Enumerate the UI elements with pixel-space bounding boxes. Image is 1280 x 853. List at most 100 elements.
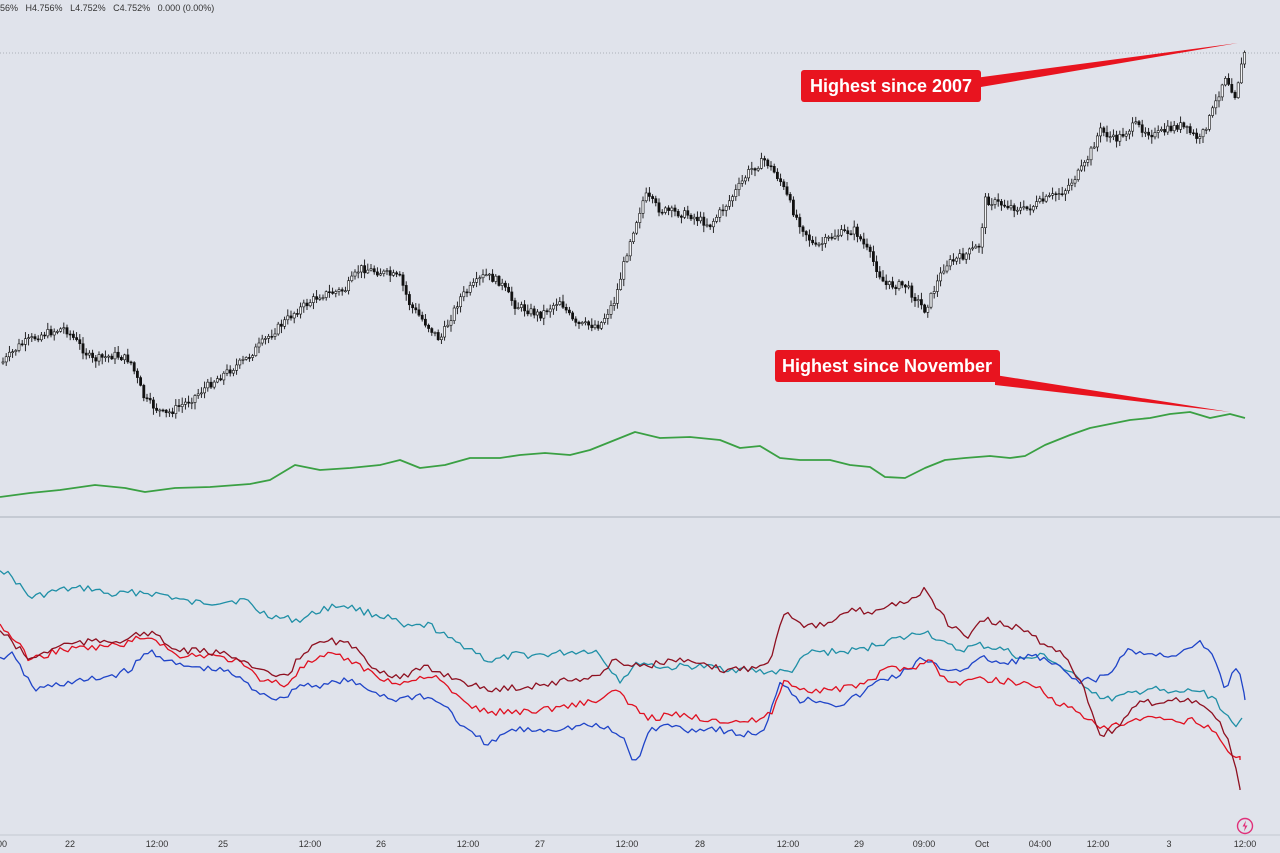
candle: [414, 303, 418, 314]
candle: [641, 196, 645, 219]
lower-pane-series-layer: [0, 570, 1246, 790]
candle: [1051, 187, 1055, 200]
candle: [1230, 78, 1234, 94]
candle: [120, 355, 123, 362]
candle-body-down: [398, 273, 402, 276]
candle-body-up: [1214, 100, 1218, 109]
candle-body-up: [97, 354, 101, 362]
candle: [196, 388, 200, 399]
x-tick-label: 04:00: [1029, 839, 1052, 849]
candle: [305, 298, 309, 310]
candle-body-down: [708, 224, 712, 228]
candle-body-up: [1160, 129, 1163, 131]
candle-body-up: [942, 270, 946, 274]
candle: [574, 316, 578, 327]
candle: [564, 303, 568, 314]
candle-body-up: [350, 275, 354, 282]
candle-body-up: [27, 337, 31, 340]
candle: [750, 161, 754, 175]
candle: [881, 270, 885, 283]
candle: [1073, 175, 1077, 188]
candle: [945, 260, 949, 274]
candle: [1012, 203, 1016, 218]
candle-body-up: [638, 213, 642, 223]
candle-body-up: [222, 372, 226, 381]
candle-body-up: [971, 247, 975, 250]
candle: [356, 265, 360, 279]
candle: [1182, 121, 1186, 130]
candle: [363, 259, 367, 279]
candle-body-down: [1227, 78, 1231, 85]
candle-body-up: [1108, 136, 1112, 138]
candle-body-up: [1044, 195, 1048, 202]
candle-body-up: [635, 222, 639, 234]
candle-body-down: [1025, 206, 1029, 210]
candle: [142, 383, 146, 402]
candle-body-down: [36, 338, 40, 341]
candle-body-down: [1105, 132, 1109, 138]
candle-body-up: [558, 301, 562, 305]
candle: [321, 294, 325, 301]
callout-label-2007: Highest since 2007: [810, 76, 972, 96]
time-axis[interactable]: 00 22 12:00 25 12:00 26 12:00 27 12:00 28 12:00 29 0…: [0, 839, 1256, 849]
candle-body-up: [88, 352, 91, 356]
candle: [676, 209, 680, 218]
candle: [1009, 199, 1013, 211]
x-tick-label: 12:00: [777, 839, 800, 849]
candle: [401, 271, 405, 292]
candle: [1134, 116, 1138, 125]
candle-body-up: [1144, 131, 1147, 134]
candle-body-down: [1163, 129, 1167, 133]
candle: [612, 296, 616, 311]
candle-body-up: [644, 192, 648, 202]
candle-body-up: [756, 168, 760, 171]
candle-body-down: [788, 194, 792, 201]
candle: [737, 177, 741, 197]
candle: [939, 267, 943, 287]
candle: [292, 311, 296, 324]
candle: [839, 224, 843, 238]
candle: [1128, 129, 1131, 140]
candle-body-down: [775, 171, 779, 179]
candle-body-up: [1089, 147, 1093, 161]
candle-body-down: [513, 300, 517, 309]
candle-body-up: [17, 343, 21, 351]
candle-body-down: [721, 209, 725, 212]
candle: [804, 230, 808, 242]
candle: [91, 349, 95, 363]
candle-body-down: [766, 159, 770, 167]
candle: [462, 286, 466, 302]
candle-body-up: [958, 253, 962, 259]
candle-body-up: [583, 321, 587, 324]
candle-body-down: [689, 214, 693, 220]
candle-body-up: [123, 354, 127, 361]
candle-body-up: [606, 314, 610, 319]
candle-body-up: [433, 332, 437, 334]
candle: [913, 293, 917, 307]
candle: [843, 224, 847, 233]
candle: [683, 207, 687, 220]
candle-body-up: [1208, 115, 1211, 130]
candle: [1067, 178, 1071, 194]
candle: [17, 338, 21, 353]
candle-body-down: [401, 274, 405, 286]
candle-body-up: [1112, 134, 1115, 137]
candle: [875, 255, 879, 279]
candle-body-up: [1083, 162, 1087, 167]
candle-body-down: [977, 245, 981, 248]
candle: [350, 271, 354, 283]
candle: [926, 304, 930, 318]
candle-body-up: [1131, 122, 1135, 132]
tradingview-lightning-icon[interactable]: [1236, 817, 1254, 835]
candle-body-down: [910, 285, 914, 298]
candle-body-down: [375, 271, 379, 276]
candle-body-up: [718, 209, 722, 218]
candle: [289, 310, 293, 321]
candle: [33, 333, 37, 341]
candle: [561, 294, 565, 309]
candle: [1188, 123, 1192, 136]
candle-body-down: [116, 351, 120, 358]
candle-body-up: [1, 361, 5, 364]
candle-body-up: [945, 265, 949, 272]
